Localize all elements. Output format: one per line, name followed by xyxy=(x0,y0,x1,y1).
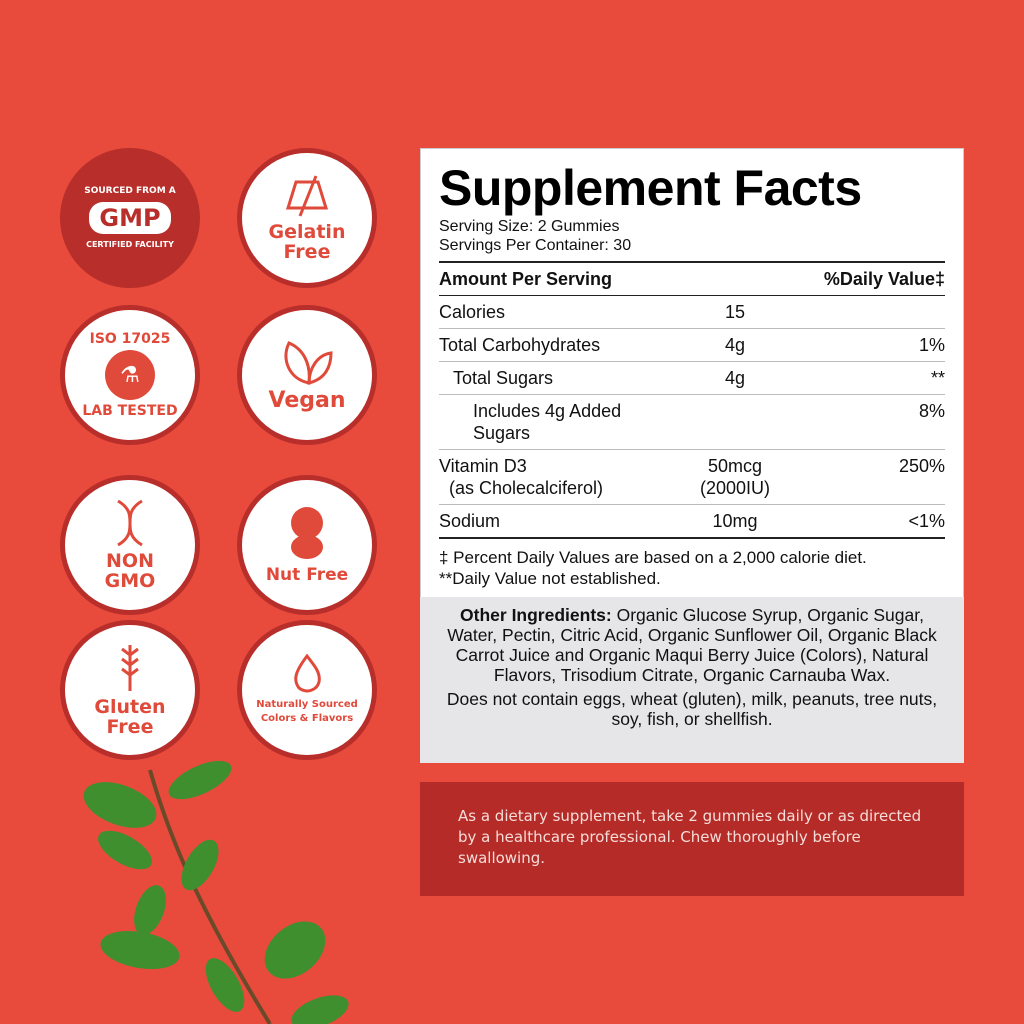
nutrient-amount: 15 xyxy=(724,302,746,322)
amount-line: (2000IU) xyxy=(699,478,771,498)
nutrient-name: Vitamin D3 (as Cholecalciferol) xyxy=(439,455,665,499)
facts-row: Total Carbohydrates 4g 1% xyxy=(439,329,945,362)
nutrient-dv xyxy=(805,301,945,323)
badge-label: Nut Free xyxy=(265,565,349,585)
peanut-icon xyxy=(291,507,323,559)
nutrient-amount: 50mcg (2000IU) xyxy=(665,455,805,499)
badge-text: ISO 17025 xyxy=(89,331,171,347)
footnotes: ‡ Percent Daily Values are based on a 2,… xyxy=(439,547,945,589)
badge-label: Free xyxy=(106,716,154,738)
badge-text: LAB TESTED xyxy=(82,403,178,419)
nutrient-amount xyxy=(665,400,805,444)
iso-badge: ISO 17025 ⚗ LAB TESTED xyxy=(60,305,200,445)
nutrient-amount: 4g xyxy=(724,368,746,388)
other-ingredients-panel: Other Ingredients: Organic Glucose Syrup… xyxy=(420,597,964,763)
ingredients-label: Other Ingredients: xyxy=(460,605,612,625)
flask-check-icon: ⚗ xyxy=(105,350,155,400)
nutrient-name: Calories xyxy=(439,302,506,322)
leaf-branch-illustration xyxy=(83,760,349,1024)
nutrient-dv: 1% xyxy=(918,335,945,355)
header-daily-value: %Daily Value‡ xyxy=(823,269,945,289)
serving-size: Serving Size: 2 Gummies xyxy=(439,218,620,235)
badge-label: GMO xyxy=(104,570,156,592)
wheat-icon xyxy=(121,645,139,691)
facts-row: Sodium 10mg <1% xyxy=(439,505,945,539)
badge-text: SOURCED FROM A xyxy=(84,186,176,196)
badge-label: Gelatin xyxy=(268,221,346,243)
gmp-seal-icon: GMP xyxy=(89,202,171,234)
nutrient-amount: 10mg xyxy=(712,511,758,531)
facts-row: Includes 4g Added Sugars 8% xyxy=(439,395,945,450)
divider xyxy=(439,261,945,263)
facts-row: Vitamin D3 (as Cholecalciferol) 50mcg (200… xyxy=(439,450,945,505)
no-gelatin-icon xyxy=(285,175,329,217)
nutrient-name: Total Carbohydrates xyxy=(439,335,601,355)
servings-per-container: Servings Per Container: 30 xyxy=(439,237,632,254)
facts-title: Supplement Facts xyxy=(439,160,862,216)
badge-text: CERTIFIED FACILITY xyxy=(86,240,174,249)
leaves-icon xyxy=(284,341,333,385)
badge-label: Vegan xyxy=(268,388,346,413)
badge-label: Gluten xyxy=(94,696,166,718)
nutrient-name-line: (as Cholecalciferol) xyxy=(449,478,604,498)
facts-row: Calories 15 xyxy=(439,296,945,329)
gelatin-free-badge: Gelatin Free xyxy=(237,148,377,288)
non-gmo-badge: NON GMO xyxy=(60,475,200,615)
amount-line: 50mcg xyxy=(707,456,763,476)
vegan-badge: Vegan xyxy=(237,305,377,445)
nutrient-amount: 4g xyxy=(724,335,746,355)
footnote-daily-values: ‡ Percent Daily Values are based on a 2,… xyxy=(439,548,867,567)
ingredients-text: Other Ingredients: Organic Glucose Syrup… xyxy=(442,605,942,685)
gmp-badge: SOURCED FROM A GMP CERTIFIED FACILITY xyxy=(60,148,200,288)
nutrient-dv: <1% xyxy=(908,511,945,531)
ingredients-list: Organic Glucose Syrup, Organic Sugar, Wa… xyxy=(447,605,937,685)
facts-header-row: Amount Per Serving %Daily Value‡ xyxy=(439,263,945,296)
footnote-not-established: **Daily Value not established. xyxy=(439,569,661,588)
facts-row: Total Sugars 4g ** xyxy=(439,362,945,395)
nutrient-dv: 8% xyxy=(918,401,945,421)
naturally-sourced-badge: Naturally Sourced Colors & Flavors xyxy=(237,620,377,760)
nutrient-dv: ** xyxy=(930,368,945,388)
badge-label: NON xyxy=(106,550,154,572)
nutrient-name: Includes 4g Added Sugars xyxy=(473,401,622,443)
nutrient-name-line: Vitamin D3 xyxy=(439,456,527,476)
gluten-free-badge: Gluten Free xyxy=(60,620,200,760)
nut-free-badge: Nut Free xyxy=(237,475,377,615)
nutrient-dv: 250% xyxy=(898,456,945,476)
badge-label: Free xyxy=(283,241,331,263)
supplement-facts-panel: Supplement Facts Serving Size: 2 Gummies… xyxy=(420,148,964,598)
badge-label: Naturally Sourced xyxy=(256,699,358,710)
leaf-drop-icon xyxy=(294,654,321,693)
header-amount: Amount Per Serving xyxy=(439,269,613,289)
allergen-statement: Does not contain eggs, wheat (gluten), m… xyxy=(446,689,938,729)
dna-icon xyxy=(117,499,143,547)
directions-box: As a dietary supplement, take 2 gummies … xyxy=(420,782,964,896)
badge-label: Colors & Flavors xyxy=(260,713,354,724)
nutrient-name: Total Sugars xyxy=(453,368,554,388)
nutrient-name: Sodium xyxy=(439,511,501,531)
